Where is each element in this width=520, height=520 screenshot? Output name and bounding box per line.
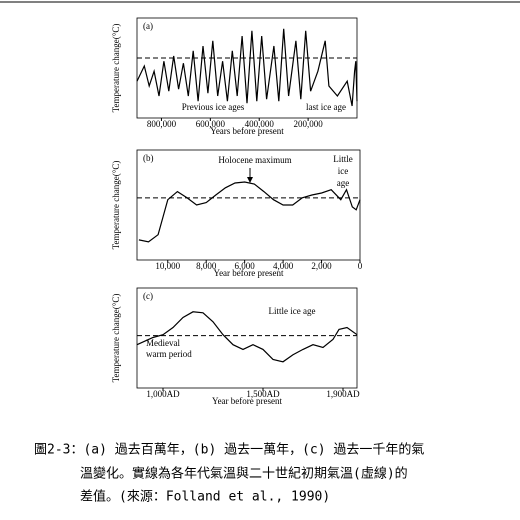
annotation: Medieval — [146, 338, 180, 348]
annotation: Little ice age — [269, 306, 316, 316]
panel-label: (c) — [143, 291, 153, 301]
plot-frame — [136, 287, 358, 389]
data-line — [138, 181, 361, 243]
x-tick-label: 4,000 — [273, 261, 294, 271]
caption-line: 圖2-3：(a) 過去百萬年，(b) 過去一萬年，(c) 過去一千年的氣 — [34, 442, 424, 458]
x-tick-label: 600,000 — [196, 119, 226, 129]
x-tick-label: 400,000 — [245, 119, 275, 129]
x-tick-label: 1,500AD — [246, 389, 280, 399]
y-axis-title: Temperature change(°C) — [111, 24, 121, 113]
y-axis-title: Temperature change(°C) — [111, 161, 121, 250]
data-line — [136, 28, 358, 107]
annotation: last ice age — [306, 102, 346, 112]
x-tick-label: 1,900AD — [326, 389, 360, 399]
caption-line: 溫變化。實線為各年代氣溫與二十世紀初期氣溫(虛線)的 — [80, 466, 408, 482]
annotation: warm period — [146, 349, 192, 359]
panel-label: (b) — [143, 153, 154, 163]
x-axis-title: Years before present — [210, 126, 284, 136]
annotation: ice — [338, 166, 349, 176]
x-tick-label: 2,000 — [311, 261, 332, 271]
x-tick-label: 1,000AD — [146, 389, 180, 399]
arrow-head — [247, 177, 253, 183]
x-axis-title: Year before present — [212, 396, 283, 406]
caption-line: 差值。(來源：Folland et al., 1990) — [80, 489, 330, 505]
annotation: Holocene maximum — [218, 155, 291, 165]
x-tick-label: 8,000 — [196, 261, 217, 271]
x-axis-title: Year before present — [213, 268, 284, 278]
data-line — [136, 311, 358, 363]
annotation: Little — [333, 154, 353, 164]
annotation: Previous ice ages — [182, 102, 245, 112]
plot-frame — [136, 149, 361, 261]
panel-label: (a) — [143, 21, 153, 31]
x-tick-label: 6,000 — [235, 261, 256, 271]
y-axis-title: Temperature change(°C) — [111, 294, 121, 383]
x-tick-label: 800,000 — [147, 119, 177, 129]
plot-frame — [136, 17, 358, 119]
x-tick-label: 10,000 — [155, 261, 180, 271]
annotation: age — [337, 178, 350, 188]
x-tick-label: 0 — [358, 261, 363, 271]
x-tick-label: 200,000 — [293, 119, 323, 129]
